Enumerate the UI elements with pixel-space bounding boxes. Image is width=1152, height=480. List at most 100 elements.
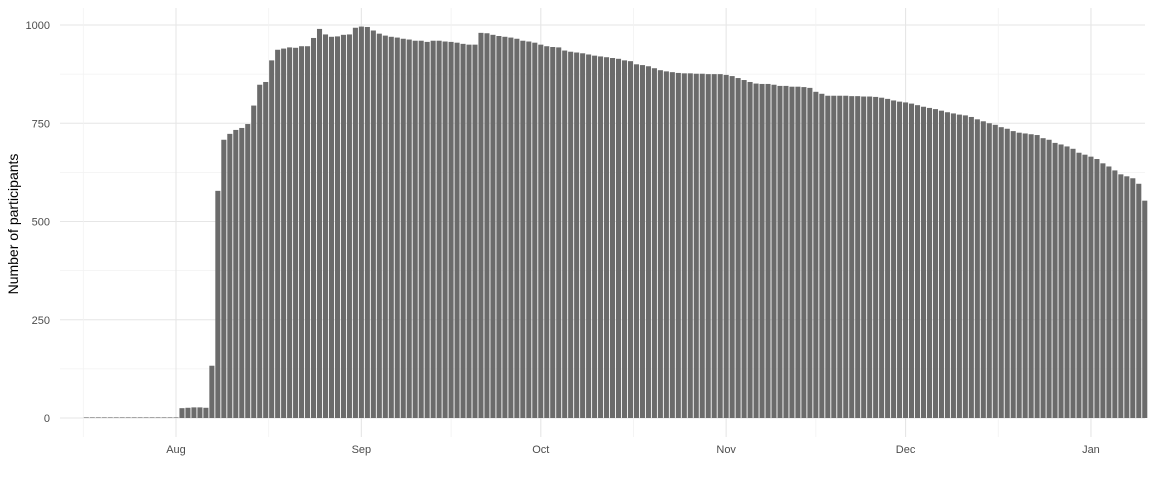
bar [191, 407, 197, 418]
bar [879, 97, 885, 418]
bar [675, 72, 681, 419]
bar [430, 40, 436, 418]
bar [520, 40, 526, 418]
bar [310, 37, 317, 419]
bar [179, 408, 185, 418]
bar [741, 80, 747, 419]
bar [490, 34, 496, 418]
bar [1052, 142, 1058, 418]
bar [544, 46, 550, 419]
bar [1034, 135, 1040, 419]
bar [293, 47, 299, 418]
bar [974, 119, 980, 418]
bar [538, 44, 544, 419]
bar [556, 47, 562, 418]
bar [532, 42, 538, 419]
bar [496, 36, 502, 419]
y-tick-label: 250 [32, 315, 50, 327]
bar [209, 365, 215, 418]
bar [705, 74, 711, 418]
bar [173, 417, 179, 418]
bar [1058, 144, 1064, 419]
bar [765, 83, 771, 418]
bar [562, 50, 568, 419]
bar [83, 417, 89, 418]
bar [825, 95, 831, 419]
bar [1064, 146, 1070, 418]
y-tick-label: 500 [32, 217, 50, 229]
x-tick-label: Sep [352, 444, 372, 456]
bar [753, 83, 759, 418]
bar [1112, 170, 1118, 418]
bar [908, 103, 915, 418]
bar [1046, 139, 1052, 419]
bar [914, 105, 921, 418]
bar [239, 127, 245, 418]
bar [897, 101, 903, 418]
bar [633, 64, 640, 419]
bar [113, 417, 119, 418]
bar [233, 129, 239, 418]
bar [813, 91, 819, 418]
bar [424, 41, 430, 419]
bar [735, 78, 741, 419]
bar [615, 58, 622, 418]
bar [711, 74, 717, 418]
bar [454, 42, 460, 419]
bars [83, 26, 1148, 419]
bar [1124, 176, 1130, 418]
y-tick-label: 0 [44, 413, 50, 425]
bar [574, 52, 580, 418]
bar [257, 84, 263, 419]
bar [777, 85, 783, 418]
bar [1100, 163, 1106, 418]
bar [944, 112, 950, 418]
x-tick-label: Aug [166, 444, 186, 456]
bar [334, 36, 341, 418]
bar [992, 124, 998, 419]
bar [729, 76, 735, 418]
bar [669, 72, 675, 418]
bar [281, 48, 287, 418]
bar [1088, 156, 1094, 418]
bar [837, 95, 843, 419]
bar [651, 68, 657, 418]
bar [89, 417, 95, 418]
bar [364, 26, 370, 419]
bar [1022, 133, 1028, 418]
x-axis-ticks: Aug Sep Oct Nov Dec Jan [166, 444, 1100, 456]
bar [263, 81, 269, 419]
bar [269, 60, 275, 419]
bar [412, 40, 418, 418]
bar [436, 40, 442, 418]
bar [663, 71, 669, 419]
bar [1082, 154, 1088, 418]
bar [95, 417, 101, 418]
bar [580, 53, 586, 419]
bar [771, 84, 777, 419]
bar [1106, 166, 1112, 418]
bar [938, 110, 944, 418]
bar [699, 73, 705, 419]
bar [358, 26, 364, 419]
bar [245, 124, 251, 418]
bar [1094, 159, 1100, 418]
bar [747, 81, 753, 419]
x-tick-label: Jan [1082, 444, 1100, 456]
bar [1130, 178, 1136, 418]
bar [119, 417, 125, 418]
bar [873, 96, 879, 418]
bar [305, 46, 311, 419]
bar [466, 44, 472, 419]
bar [1136, 183, 1142, 418]
bar [155, 417, 161, 418]
bar [514, 38, 520, 418]
x-tick-label: Dec [896, 444, 916, 456]
bar [484, 33, 490, 419]
y-axis-ticks: 0 250 500 750 1000 [26, 20, 50, 425]
bar [681, 73, 687, 419]
bar [592, 55, 598, 419]
bar [376, 33, 382, 419]
bar [819, 93, 825, 419]
